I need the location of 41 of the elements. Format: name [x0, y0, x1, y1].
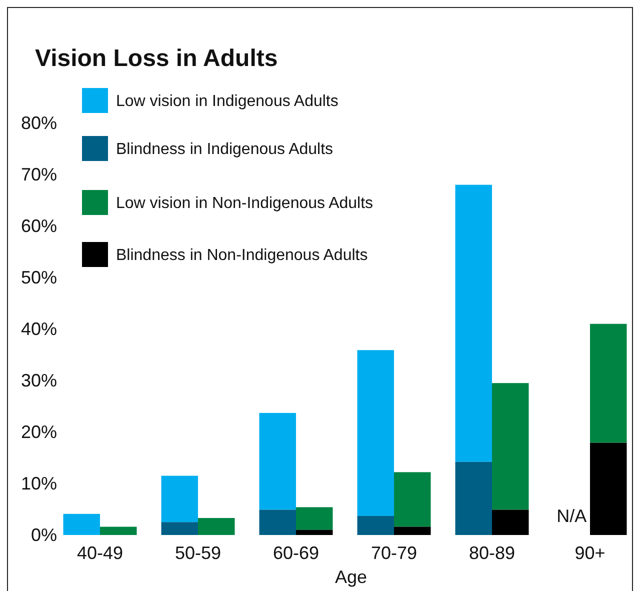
legend-label: Low vision in Non-Indigenous Adults — [116, 195, 374, 212]
legend-label: Low vision in Indigenous Adults — [116, 93, 338, 110]
y-tick-label: 50% — [20, 268, 57, 288]
x-tick-label: 70-79 — [370, 543, 418, 563]
x-axis-title: Age — [334, 567, 368, 587]
y-tick-label: 70% — [20, 164, 57, 184]
bar — [455, 184, 492, 462]
legend-label: Blindness in Non-Indigenous Adults — [116, 247, 368, 264]
bar — [357, 516, 394, 535]
bar — [63, 514, 100, 535]
bar — [161, 476, 198, 522]
bar — [492, 510, 529, 535]
bar — [394, 472, 431, 527]
annotation: N/A — [556, 506, 587, 526]
bar — [259, 412, 296, 510]
y-tick-label: 60% — [20, 216, 57, 236]
bar — [492, 383, 529, 510]
y-tick-label: 40% — [20, 319, 57, 339]
bar — [455, 462, 492, 535]
bar — [161, 522, 198, 535]
bar — [198, 518, 235, 535]
chart-title: Vision Loss in Adults — [35, 45, 278, 72]
bar — [590, 442, 627, 535]
bar — [259, 510, 296, 535]
y-tick-label: 20% — [20, 422, 57, 442]
x-tick-label: 40-49 — [76, 543, 124, 563]
y-tick-label: 30% — [20, 370, 57, 390]
bar — [296, 530, 333, 535]
bar — [394, 526, 431, 535]
legend-label: Blindness in Indigenous Adults — [116, 141, 334, 158]
bar — [100, 526, 137, 535]
x-tick-label: 90+ — [574, 543, 606, 563]
x-tick-label: 80-89 — [468, 543, 516, 563]
bar — [590, 324, 627, 443]
bar — [357, 350, 394, 516]
y-tick-label: 0% — [30, 525, 57, 545]
bar — [296, 507, 333, 530]
x-tick-label: 60-69 — [272, 543, 320, 563]
y-tick-label: 80% — [20, 113, 57, 133]
x-tick-label: 50-59 — [174, 543, 222, 563]
y-tick-label: 10% — [20, 474, 57, 494]
